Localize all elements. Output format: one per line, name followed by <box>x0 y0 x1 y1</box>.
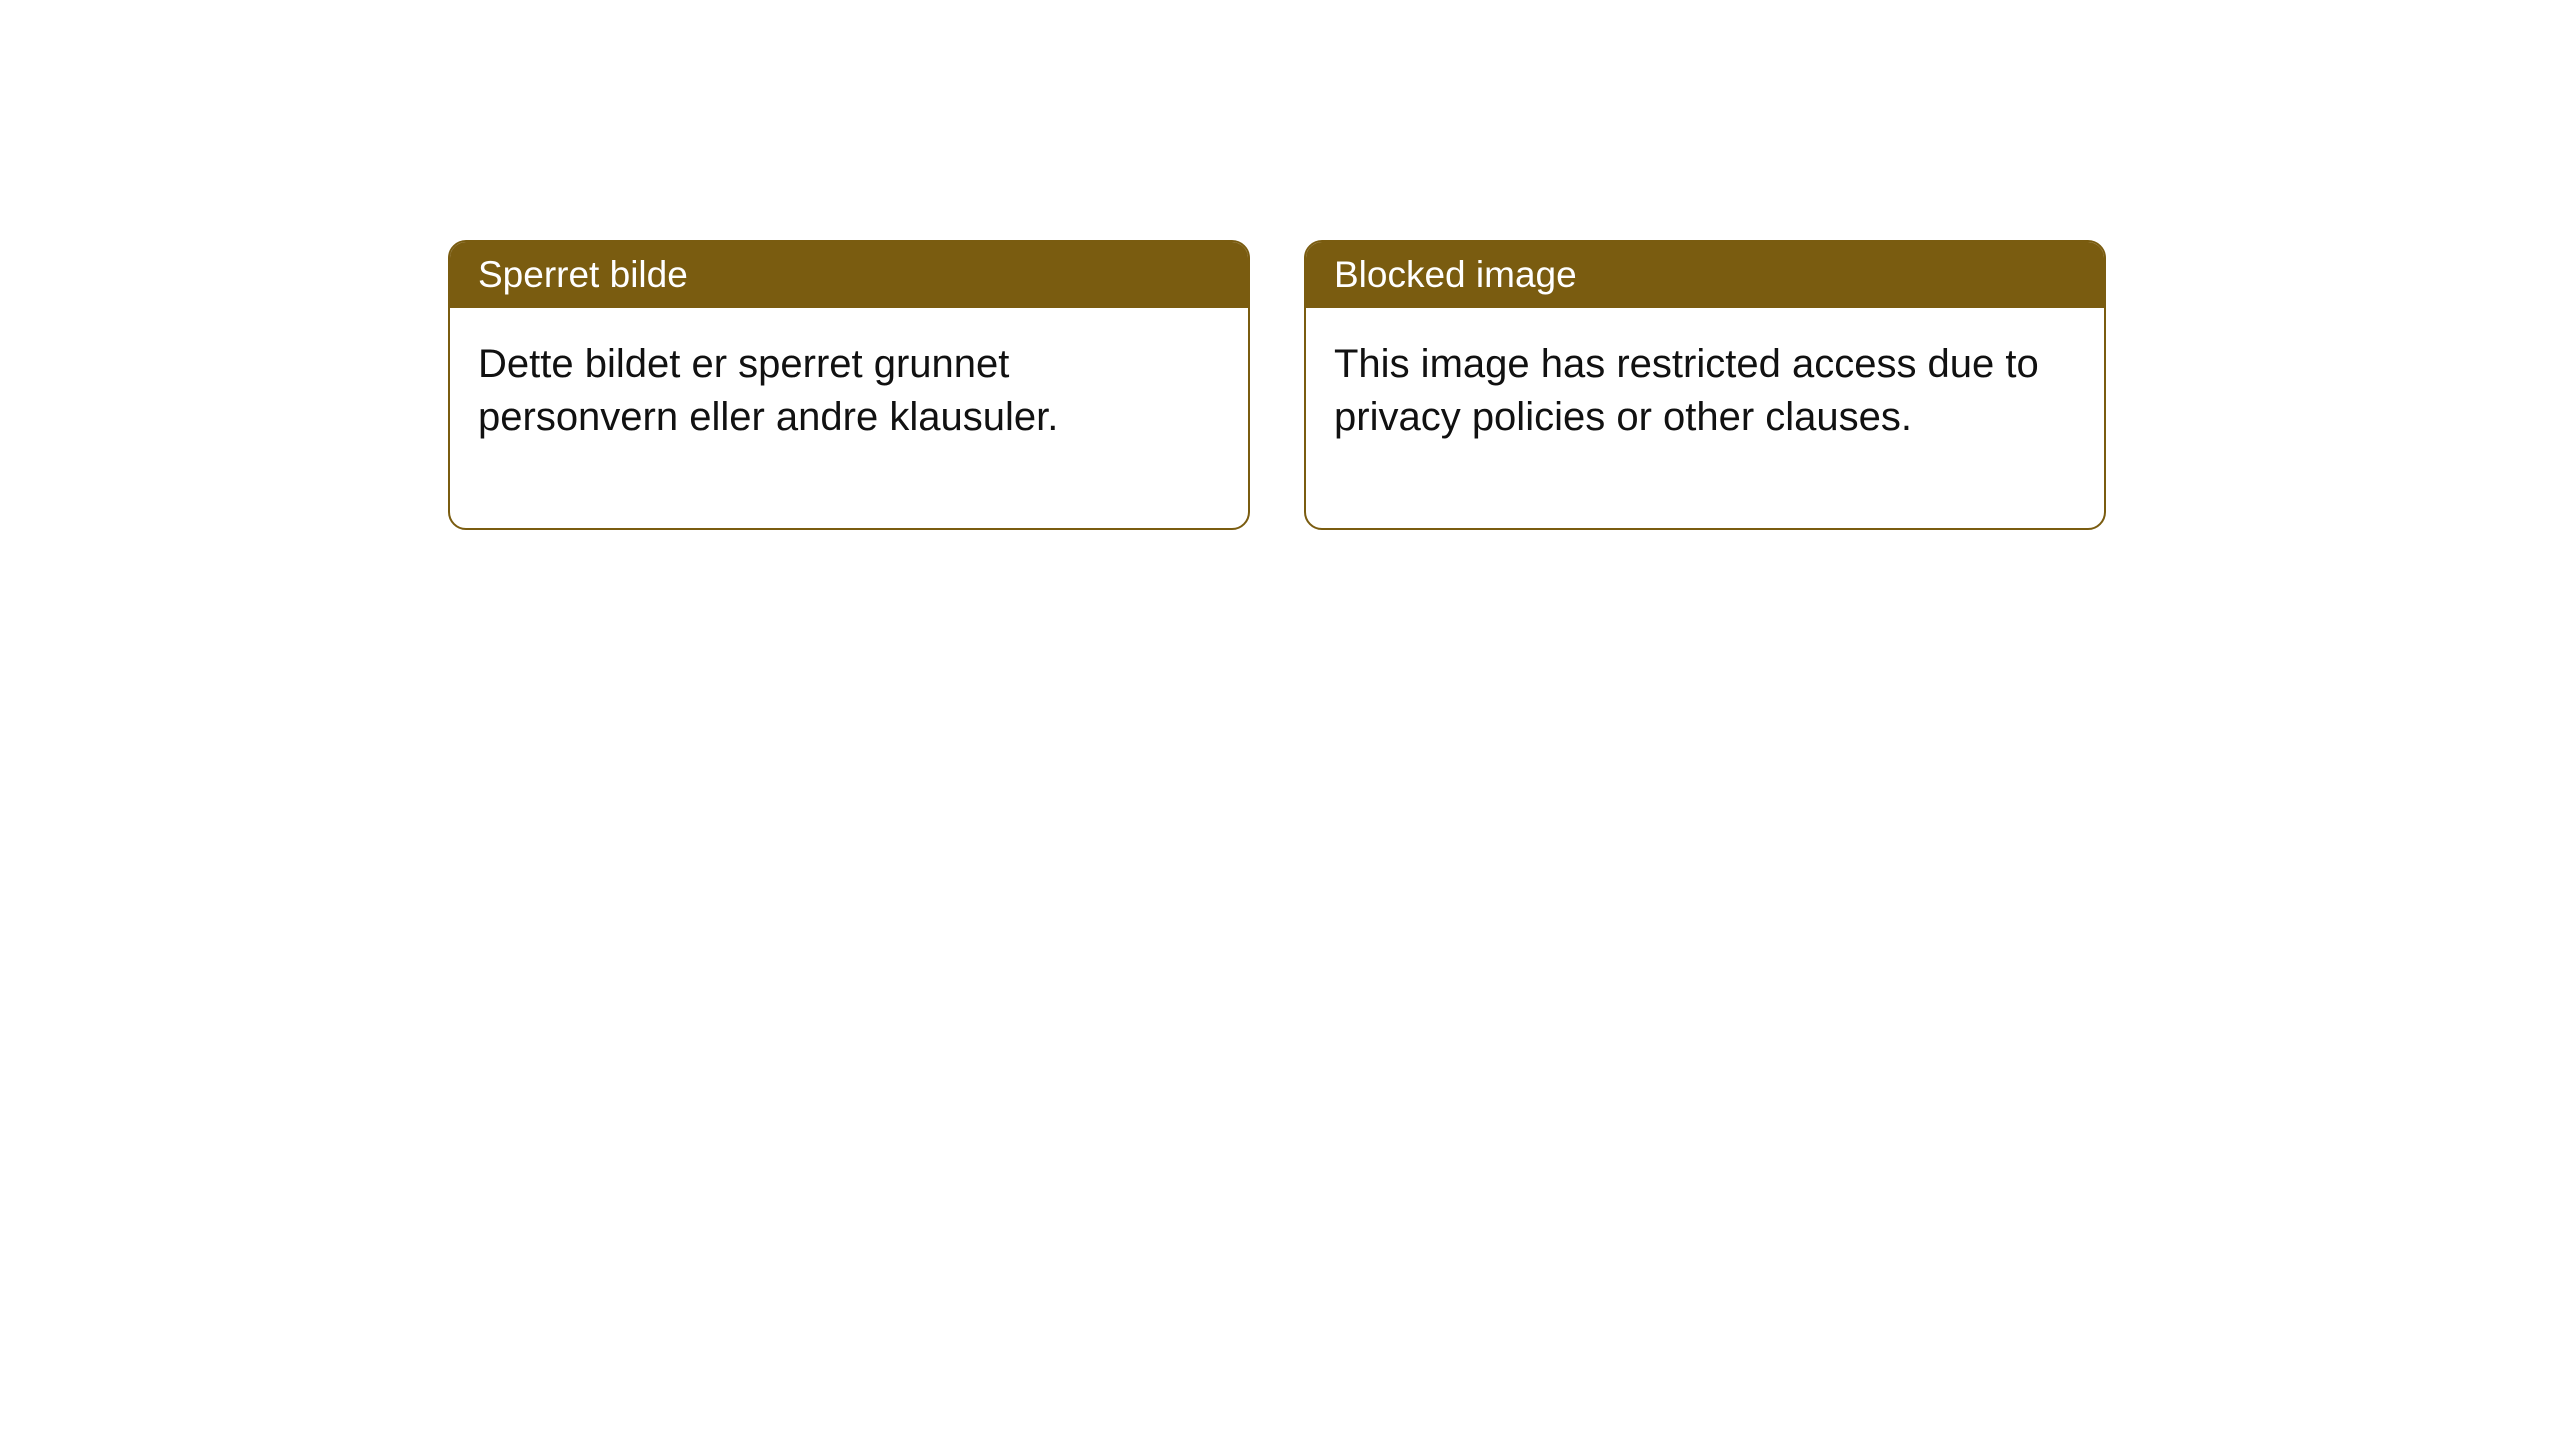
notice-card-header: Blocked image <box>1306 242 2104 308</box>
notice-card-english: Blocked image This image has restricted … <box>1304 240 2106 530</box>
notice-card-header: Sperret bilde <box>450 242 1248 308</box>
notice-card-body: This image has restricted access due to … <box>1306 308 2104 528</box>
notice-card-norwegian: Sperret bilde Dette bildet er sperret gr… <box>448 240 1250 530</box>
notice-card-body: Dette bildet er sperret grunnet personve… <box>450 308 1248 528</box>
notice-cards-container: Sperret bilde Dette bildet er sperret gr… <box>0 0 2560 530</box>
